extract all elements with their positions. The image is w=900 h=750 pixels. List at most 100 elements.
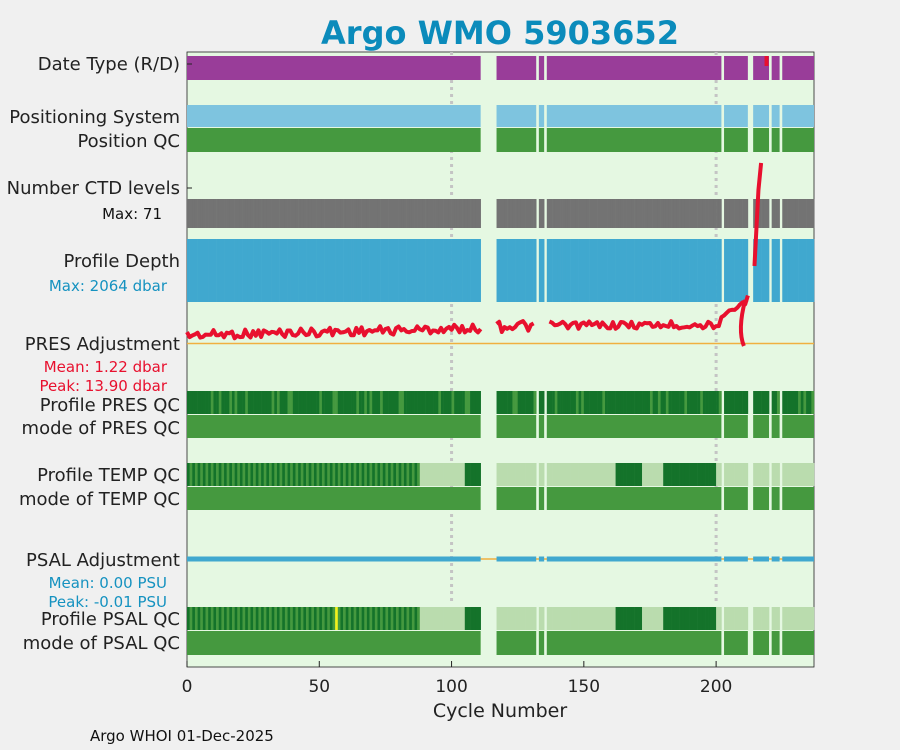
depth-cell: [665, 239, 669, 302]
ctd-cell: [327, 199, 331, 228]
pres-qc-cell: [784, 391, 788, 414]
pres-qc-cell: [787, 391, 791, 414]
temp-qc-cell: [620, 463, 624, 486]
depth-cell: [541, 239, 545, 302]
temp-qc-cell: [358, 463, 362, 486]
psal-qc-cell: [390, 607, 394, 630]
ctd-cell: [541, 199, 545, 228]
temp-mode-band: [496, 487, 537, 510]
pres-qc-cell: [443, 391, 447, 414]
temp-qc-cell: [610, 463, 614, 486]
psal-qc-cell: [353, 607, 357, 630]
temp-qc-cell: [673, 463, 677, 486]
pres-qc-cell: [308, 391, 312, 414]
ctd-cell: [261, 199, 265, 228]
positioning-band: [782, 105, 814, 127]
depth-cell: [726, 239, 730, 302]
positioning-band: [538, 105, 545, 127]
ctd-cell: [739, 199, 743, 228]
ctd-cell: [716, 199, 720, 228]
temp-qc-cell: [507, 463, 511, 486]
depth-cell: [202, 239, 206, 302]
ctd-cell: [335, 199, 339, 228]
depth-cell: [332, 239, 336, 302]
data-layer: [185, 56, 815, 655]
depth-cell: [522, 239, 526, 302]
psal-qc-cell: [753, 607, 757, 630]
ctd-max-label: Max: 71: [102, 205, 162, 223]
psal-qc-cell: [657, 607, 661, 630]
label-pres-adjustment: PRES Adjustment: [25, 334, 180, 355]
ctd-cell: [276, 199, 280, 228]
psal-qc-cell: [462, 607, 466, 630]
ctd-cell: [618, 199, 622, 228]
depth-max-label: Max: 2064 dbar: [49, 277, 168, 295]
ctd-cell: [443, 199, 447, 228]
temp-qc-cell: [628, 463, 632, 486]
ctd-cell: [229, 199, 233, 228]
depth-cell: [808, 239, 812, 302]
depth-cell: [620, 239, 624, 302]
temp-qc-cell: [716, 463, 720, 486]
temp-qc-cell: [642, 463, 645, 486]
temp-qc-cell: [708, 463, 712, 486]
temp-qc-cell: [657, 463, 661, 486]
depth-cell: [433, 239, 436, 302]
ctd-cell: [665, 199, 669, 228]
label-profile-temp-qc: Profile TEMP QC: [37, 465, 180, 486]
temp-qc-cell: [258, 463, 262, 486]
depth-cell: [440, 239, 444, 302]
temp-qc-cell: [475, 463, 479, 486]
psal-qc-cell: [702, 607, 706, 630]
ctd-cell: [681, 199, 685, 228]
ctd-cell: [282, 199, 286, 228]
ctd-cell: [366, 199, 370, 228]
temp-qc-cell: [684, 463, 688, 486]
ctd-cell: [470, 199, 474, 228]
temp-qc-cell: [245, 463, 249, 486]
pres-qc-cell: [581, 391, 585, 414]
pres-qc-cell: [679, 391, 683, 414]
psal-qc-cell: [388, 607, 392, 630]
pres-qc-cell: [676, 391, 680, 414]
pres-mode-band: [753, 415, 770, 438]
depth-cell: [565, 239, 569, 302]
psal-qc-cell: [615, 607, 619, 630]
ctd-cell: [210, 199, 214, 228]
date-type-marker: [764, 56, 769, 66]
temp-qc-cell: [798, 463, 802, 486]
temp-qc-cell: [726, 463, 730, 486]
pres-qc-cell: [597, 391, 601, 414]
temp-qc-cell: [279, 463, 283, 486]
psal-mode-band: [753, 631, 770, 655]
depth-cell: [271, 239, 275, 302]
depth-cell: [226, 239, 230, 302]
psal-qc-cell: [528, 607, 532, 630]
temp-qc-cell: [261, 463, 265, 486]
temp-qc-cell: [618, 463, 622, 486]
ctd-cell: [676, 199, 680, 228]
temp-qc-cell: [766, 463, 770, 486]
pres-qc-cell: [194, 391, 198, 414]
pres-qc-cell: [374, 391, 378, 414]
ctd-cell: [673, 199, 677, 228]
psal-qc-cell: [435, 607, 439, 630]
temp-mode-band: [771, 487, 780, 510]
psal-qc-cell: [464, 607, 468, 630]
temp-qc-cell: [509, 463, 513, 486]
ctd-cell: [795, 199, 799, 228]
psal-qc-cell: [517, 607, 521, 630]
psal-qc-cell: [575, 607, 579, 630]
psal-qc-cell: [806, 607, 810, 630]
positioning-band: [496, 105, 537, 127]
ctd-cell: [515, 199, 518, 228]
psal-qc-cell: [382, 607, 386, 630]
temp-qc-cell: [263, 463, 267, 486]
temp-qc-cell: [697, 463, 701, 486]
pres-qc-cell: [541, 391, 545, 414]
temp-qc-cell: [541, 463, 545, 486]
psal-qc-cell: [541, 607, 545, 630]
depth-cell: [687, 239, 690, 302]
pres-qc-cell: [456, 391, 460, 414]
temp-qc-cell: [284, 463, 288, 486]
